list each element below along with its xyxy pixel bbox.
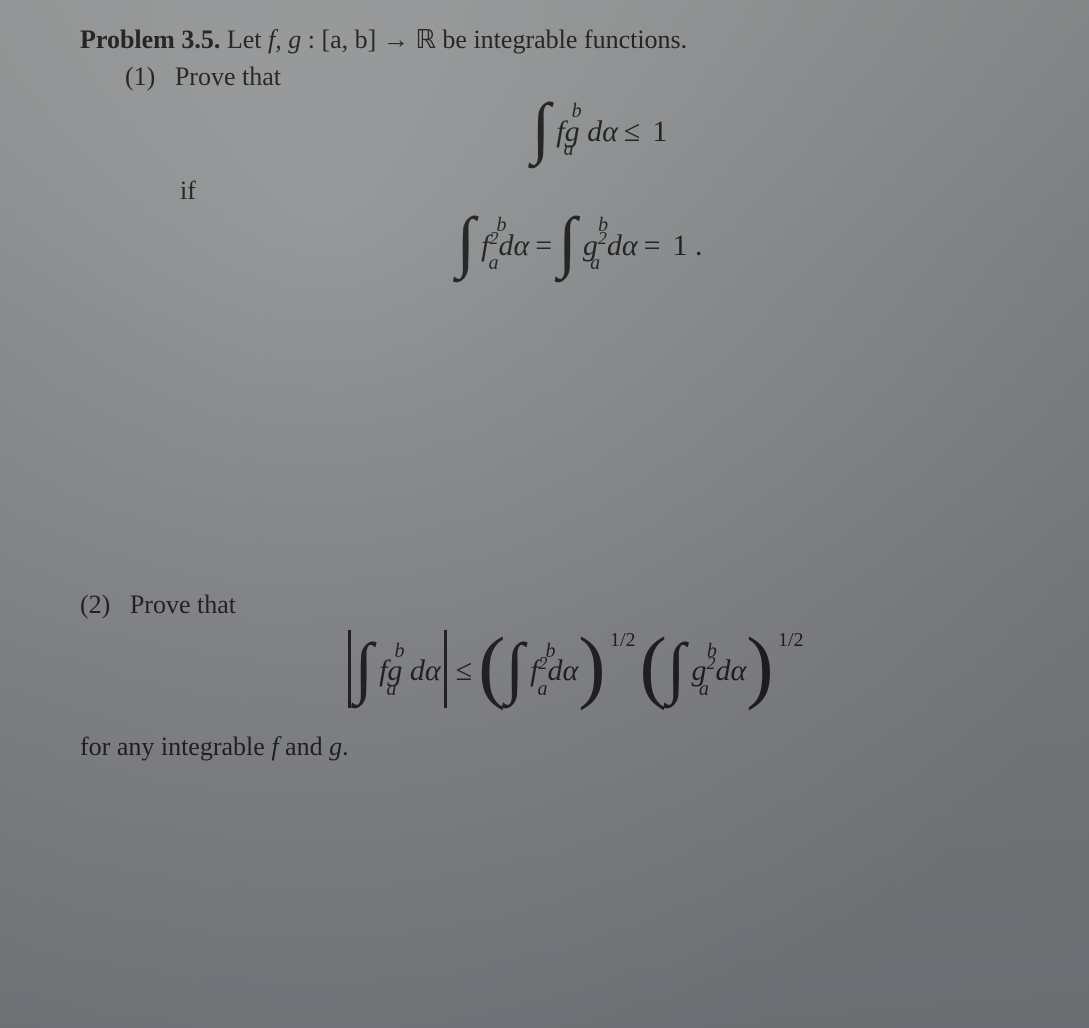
part1-marker: (1) [125, 62, 155, 91]
intro-domain: [a, b] [321, 25, 376, 54]
exponent-half-1: 1/2 [610, 629, 636, 652]
part2-inequality: ∫ b a fg dα ≤ ( ∫ b a f2dα ) 1/2 [100, 632, 1019, 715]
leq-symbol-2: ≤ [456, 654, 472, 688]
closing-g: g [329, 732, 342, 761]
integral-icon: ∫ b a [667, 644, 686, 699]
intro-codomain: ℝ [415, 25, 436, 54]
part1-inequality: ∫ b a fg dα ≤ 1 [180, 104, 1019, 159]
leq-symbol: ≤ [624, 115, 640, 149]
part2-closing: for any integrable f and g. [80, 729, 1019, 764]
equals-1: = [535, 229, 552, 263]
intro-suffix: be integrable functions. [436, 25, 687, 54]
intro-funcs: f, g [268, 25, 301, 54]
integral-icon: ∫ b a [558, 218, 577, 273]
intro-colon: : [301, 25, 321, 54]
closing-f: f [271, 732, 278, 761]
closing-period: . [342, 732, 349, 761]
part2-prove: Prove that [130, 590, 236, 619]
integral-icon: ∫ b a [532, 104, 551, 159]
abs-bar-left [348, 630, 351, 708]
part1-condition: ∫ b a f2dα = ∫ b a g2dα = 1 . [140, 218, 1019, 273]
closing-prefix: for any integrable [80, 732, 271, 761]
rhs-one: 1 [652, 115, 667, 149]
problem-label: Problem 3.5. [80, 25, 220, 54]
exponent-half-2: 1/2 [778, 629, 804, 652]
if-word: if [180, 176, 196, 205]
integral-icon: ∫ b a [505, 644, 524, 699]
closing-and: and [279, 732, 330, 761]
part1-prove: Prove that [175, 62, 281, 91]
integral-icon: ∫ b a [457, 218, 476, 273]
integral-upper: b [572, 100, 582, 123]
part2-marker: (2) [80, 590, 110, 619]
paren-group-2: ( ∫ b a g2dα ) 1/2 [640, 641, 774, 703]
rhs-one-period: 1 . [672, 229, 702, 263]
part1-if: if [80, 173, 1019, 208]
intro-prefix: Let [227, 25, 268, 54]
integral-icon: ∫ b a [354, 644, 373, 699]
intro-arrow: → [376, 25, 415, 54]
equals-2: = [644, 229, 661, 263]
paren-group-1: ( ∫ b a f2dα ) 1/2 [478, 641, 605, 703]
page-gap [80, 287, 1019, 587]
part2-header: (2) Prove that [80, 587, 1019, 622]
abs-bar-right [444, 630, 447, 708]
problem-header: Problem 3.5. Let f, g : [a, b] → ℝ be in… [80, 22, 1019, 57]
integral-lower: a [564, 138, 574, 161]
